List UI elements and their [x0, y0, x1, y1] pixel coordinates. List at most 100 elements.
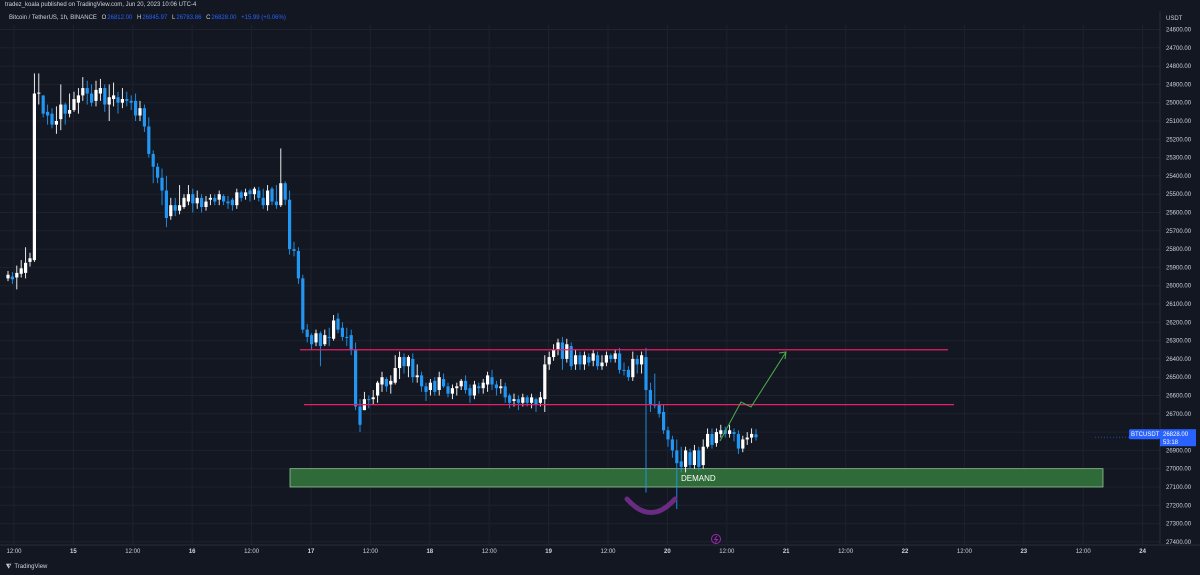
price-tick-label: 25700.00: [1166, 229, 1192, 235]
price-tick-label: 26000.00: [1166, 284, 1192, 290]
candle-body: [543, 364, 547, 400]
change-value: +15.99 (+0.06%): [241, 15, 286, 21]
candle-body: [305, 329, 309, 337]
candle-body: [732, 432, 736, 434]
open-key: O: [101, 15, 107, 21]
event-marker-icon[interactable]: [711, 534, 721, 544]
projection-arrow[interactable]: [719, 351, 787, 442]
price-tick-label: 26400.00: [1166, 357, 1192, 363]
candle-body: [46, 111, 50, 116]
candle-body: [244, 192, 248, 197]
candle-body: [393, 368, 397, 383]
candle-body: [90, 93, 94, 103]
time-tick-label: 12:00: [719, 549, 735, 555]
candle-body: [622, 369, 626, 371]
demand-zone[interactable]: [289, 468, 1104, 488]
low-key: L: [172, 15, 176, 21]
candle-body: [560, 342, 564, 359]
candle-body: [50, 113, 54, 125]
candle-body: [94, 89, 98, 101]
candle-body: [697, 450, 701, 467]
price-axis-bg: [1160, 11, 1200, 545]
candle-body: [420, 375, 424, 387]
candle-body: [754, 434, 758, 438]
candlestick-series: [6, 73, 758, 509]
candle-body: [226, 201, 230, 204]
candle-body: [468, 388, 472, 396]
price-chart[interactable]: DEMAND USDT 24600.00 24700.00 24800.00 24900…: [0, 0, 1200, 560]
candle-body: [24, 262, 28, 273]
candle-body: [494, 384, 498, 389]
candle-body: [745, 437, 749, 440]
candle-body: [116, 97, 120, 103]
candle-body: [28, 258, 32, 262]
price-tick-label: 26500.00: [1166, 375, 1192, 381]
price-axis[interactable]: USDT 24600.00 24700.00 24800.00 24900.00 2500…: [1159, 11, 1200, 546]
candle-body: [63, 104, 67, 114]
candle-body: [186, 194, 190, 202]
time-tick-label: 24: [1139, 549, 1146, 555]
candle-body: [556, 342, 560, 350]
candle-body: [609, 355, 613, 359]
candle-body: [336, 318, 340, 330]
candle-body: [525, 397, 529, 403]
candle-body: [54, 121, 58, 125]
demand-zone-label: DEMAND: [681, 474, 716, 483]
symbol-legend[interactable]: Bitcoin / TetherUS, 1h, BINANCE O26812.0…: [0, 11, 1160, 25]
horizontal-levels[interactable]: [300, 349, 954, 406]
projection-arrowhead-icon: [778, 351, 787, 360]
candle-body: [446, 386, 450, 394]
candle-body: [266, 190, 270, 206]
candle-body: [156, 166, 160, 178]
symbol-tag-text: BTCUSDT: [1131, 432, 1160, 438]
candle-body: [59, 104, 63, 120]
candle-body: [582, 355, 586, 365]
tradingview-logo-icon[interactable]: ⧨: [6, 564, 12, 570]
candle-body: [450, 388, 454, 394]
candle-body: [411, 358, 415, 378]
candle-body: [741, 439, 745, 449]
candle-body: [477, 386, 481, 389]
candle-body: [706, 433, 710, 447]
candle-body: [684, 450, 688, 467]
candle-body: [68, 110, 72, 114]
candle-body: [340, 327, 344, 337]
candle-body: [248, 190, 252, 195]
time-tick-label: 12:00: [125, 549, 141, 555]
candle-body: [389, 380, 393, 385]
price-tick-label: 25500.00: [1166, 192, 1192, 198]
time-axis[interactable]: 12:00 15 12:00 16 12:00 17 12:00 18 12:00 19 12:00…: [0, 544, 1200, 555]
price-tick-label: 25400.00: [1166, 174, 1192, 180]
candle-body: [398, 357, 402, 369]
candle-body: [37, 92, 41, 94]
grid-lines: [0, 25, 1160, 545]
candle-body: [239, 192, 243, 198]
price-tick-label: 26100.00: [1166, 302, 1192, 308]
candle-body: [98, 88, 102, 94]
candle-body: [547, 357, 551, 365]
candle-body: [728, 430, 732, 434]
candle-body: [142, 108, 146, 127]
price-tick-label: 24700.00: [1166, 46, 1192, 52]
candle-body: [719, 430, 723, 434]
brand-name[interactable]: TradingView: [14, 564, 48, 570]
smile-annotation[interactable]: [624, 496, 721, 544]
price-tick-label: 25200.00: [1166, 137, 1192, 143]
candle-body: [283, 183, 287, 200]
time-tick-label: 16: [189, 549, 196, 555]
projection-path[interactable]: [719, 351, 787, 442]
price-tag: [1160, 429, 1196, 447]
price-tag-value: 26828.00: [1163, 432, 1189, 438]
symbol-name[interactable]: Bitcoin / TetherUS, 1h, BINANCE: [9, 15, 97, 21]
demand-zone-group[interactable]: DEMAND: [289, 468, 1104, 488]
candle-body: [455, 386, 459, 389]
smile-curve[interactable]: [624, 496, 678, 515]
candle-body: [472, 384, 476, 396]
candle-body: [182, 197, 186, 208]
candle-body: [591, 353, 595, 361]
candle-body: [490, 377, 494, 385]
candle-body: [85, 88, 89, 94]
price-tick-label: 25900.00: [1166, 265, 1192, 271]
price-tick-label: 25600.00: [1166, 211, 1192, 217]
candle-body: [459, 380, 463, 387]
